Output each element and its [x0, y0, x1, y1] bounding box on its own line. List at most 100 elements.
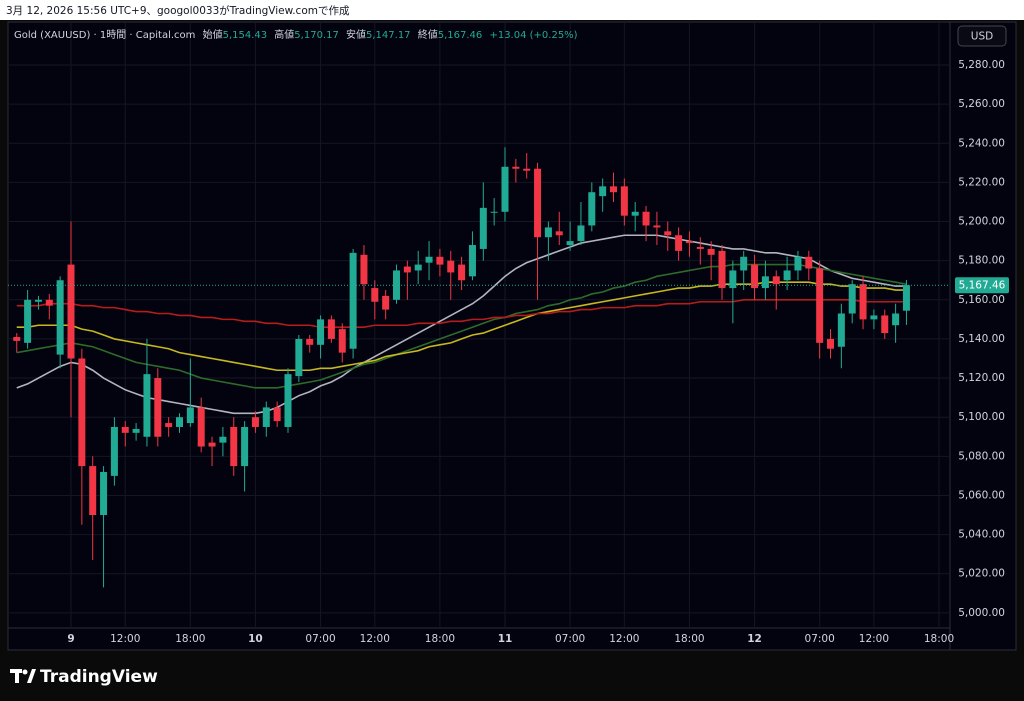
- x-tick-label: 11: [498, 633, 513, 645]
- candle-body: [132, 428, 140, 433]
- candle-body: [577, 225, 585, 242]
- brand-logo: TradingView: [10, 667, 158, 687]
- candle-body: [707, 248, 715, 255]
- candle-body: [425, 256, 433, 263]
- candle-body: [414, 264, 422, 271]
- candle-body: [382, 295, 390, 310]
- x-tick-label: 18:00: [674, 633, 704, 645]
- y-tick-label: 5,000.00: [958, 607, 1005, 619]
- candle-body: [859, 284, 867, 320]
- candle-body: [848, 284, 856, 314]
- candle-body: [197, 407, 205, 447]
- candle-body: [89, 466, 97, 516]
- x-tick-label: 18:00: [425, 633, 455, 645]
- y-tick-label: 5,180.00: [958, 255, 1005, 267]
- x-tick-label: 18:00: [175, 633, 205, 645]
- candle-body: [740, 256, 748, 271]
- caption: 3月 12, 2026 15:56 UTC+9、googol0033がTradi…: [6, 4, 350, 17]
- candle-body: [230, 426, 238, 467]
- y-tick-label: 5,080.00: [958, 450, 1005, 462]
- candle-body: [208, 442, 216, 447]
- candle-body: [78, 358, 86, 467]
- y-tick-label: 5,220.00: [958, 176, 1005, 188]
- candle-body: [262, 407, 270, 427]
- candle-body: [892, 313, 900, 326]
- candle-body: [458, 264, 466, 281]
- legend-value: 5,167.46: [438, 30, 483, 41]
- ma-line: [16, 263, 907, 389]
- candle-body: [371, 288, 379, 302]
- candle-body: [176, 417, 183, 427]
- x-tick-label: 07:00: [555, 633, 585, 645]
- candle-body: [241, 426, 249, 467]
- legend: Gold (XAUUSD) · 1時間 · Capital.com 始値5,15…: [14, 28, 578, 41]
- candle-body: [273, 407, 281, 422]
- y-tick-label: 5,060.00: [958, 489, 1005, 501]
- y-tick-label: 5,120.00: [958, 372, 1005, 384]
- candle-body: [186, 407, 194, 424]
- candle-body: [534, 168, 542, 238]
- candle-body: [816, 268, 824, 343]
- candle-body: [34, 299, 42, 302]
- candle-body: [67, 264, 75, 359]
- legend-value: 5,147.17: [366, 30, 411, 41]
- symbol: Gold (XAUUSD) · 1時間 · Capital.com: [14, 29, 195, 41]
- legend-change: +13.04 (+0.25%): [489, 30, 577, 41]
- currency-button[interactable]: [957, 25, 1007, 47]
- x-tick-label: 12: [747, 633, 762, 645]
- pane: [7, 21, 1017, 651]
- legend-label: 安値: [346, 28, 366, 41]
- candle-body: [751, 264, 759, 289]
- candle-body: [447, 260, 455, 273]
- candle-body: [675, 235, 683, 251]
- candle-body: [827, 338, 834, 349]
- candle-body: [219, 436, 227, 443]
- candle-body: [490, 211, 498, 213]
- candle-body: [631, 211, 639, 216]
- candle-body: [45, 299, 53, 306]
- ma-line: [16, 234, 907, 415]
- candle-body: [653, 225, 661, 228]
- candle-body: [121, 426, 129, 433]
- logo-shape: [27, 669, 36, 683]
- x-tick-label: 10: [248, 633, 263, 645]
- candle-body: [599, 186, 607, 197]
- y-tick-label: 5,040.00: [958, 529, 1005, 541]
- candle-body: [154, 378, 162, 437]
- candle-body: [436, 256, 444, 265]
- candle-body: [393, 270, 400, 300]
- candle-body: [783, 270, 791, 281]
- candle-body: [468, 245, 476, 277]
- ma-line: [16, 299, 907, 328]
- candle-body: [555, 231, 563, 236]
- candle-body: [685, 241, 693, 244]
- candle-body: [805, 256, 813, 269]
- brand: TradingView: [40, 667, 158, 687]
- logo-shape: [22, 669, 28, 675]
- candle-body: [317, 319, 325, 345]
- last-price-label: 5,167.46: [959, 280, 1006, 292]
- candle-body: [110, 426, 118, 476]
- candle-body: [403, 266, 411, 273]
- y-tick-label: 5,260.00: [958, 98, 1005, 110]
- candle-body: [761, 276, 769, 289]
- y-tick-label: 5,100.00: [958, 411, 1005, 423]
- legend-label: 高値: [274, 28, 294, 41]
- candle-body: [360, 254, 368, 285]
- candle-body: [295, 338, 303, 377]
- caption-bar: [0, 0, 1024, 20]
- x-tick-label: 07:00: [305, 633, 335, 645]
- candle-body: [143, 374, 151, 437]
- y-tick-label: 5,240.00: [958, 137, 1005, 149]
- candle-body: [24, 299, 32, 343]
- x-tick-label: 9: [67, 633, 74, 645]
- candle-body: [479, 207, 487, 249]
- x-tick-label: 12:00: [110, 633, 140, 645]
- candle-body: [165, 423, 173, 427]
- candle-body: [729, 270, 737, 289]
- currency[interactable]: USD: [971, 31, 993, 43]
- last-price-tag: [955, 277, 1009, 294]
- candle-body: [306, 338, 314, 345]
- plot: [8, 147, 950, 588]
